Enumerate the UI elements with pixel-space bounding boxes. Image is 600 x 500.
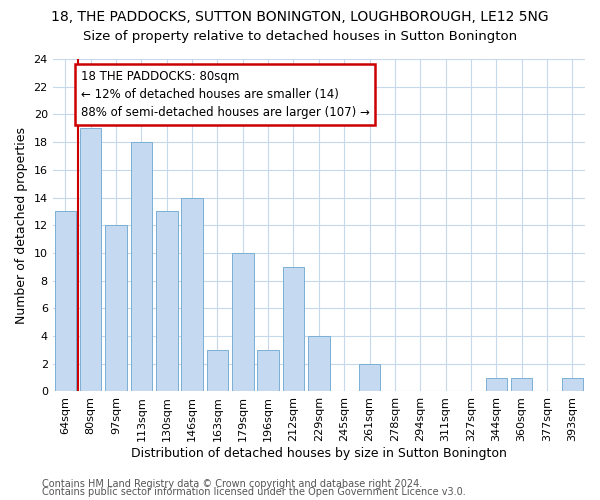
Text: Size of property relative to detached houses in Sutton Bonington: Size of property relative to detached ho…: [83, 30, 517, 43]
Bar: [131, 142, 152, 392]
Bar: [308, 336, 329, 392]
Bar: [181, 198, 203, 392]
Bar: [156, 212, 178, 392]
Bar: [283, 267, 304, 392]
Y-axis label: Number of detached properties: Number of detached properties: [15, 126, 28, 324]
Bar: [105, 225, 127, 392]
Text: Contains HM Land Registry data © Crown copyright and database right 2024.: Contains HM Land Registry data © Crown c…: [42, 479, 422, 489]
Text: Contains public sector information licensed under the Open Government Licence v3: Contains public sector information licen…: [42, 487, 466, 497]
Bar: [80, 128, 101, 392]
Text: 18, THE PADDOCKS, SUTTON BONINGTON, LOUGHBOROUGH, LE12 5NG: 18, THE PADDOCKS, SUTTON BONINGTON, LOUG…: [51, 10, 549, 24]
X-axis label: Distribution of detached houses by size in Sutton Bonington: Distribution of detached houses by size …: [131, 447, 507, 460]
Bar: [55, 212, 76, 392]
Bar: [485, 378, 507, 392]
Bar: [232, 253, 254, 392]
Bar: [511, 378, 532, 392]
Bar: [359, 364, 380, 392]
Bar: [562, 378, 583, 392]
Text: 18 THE PADDOCKS: 80sqm
← 12% of detached houses are smaller (14)
88% of semi-det: 18 THE PADDOCKS: 80sqm ← 12% of detached…: [80, 70, 370, 119]
Bar: [206, 350, 228, 392]
Bar: [257, 350, 279, 392]
